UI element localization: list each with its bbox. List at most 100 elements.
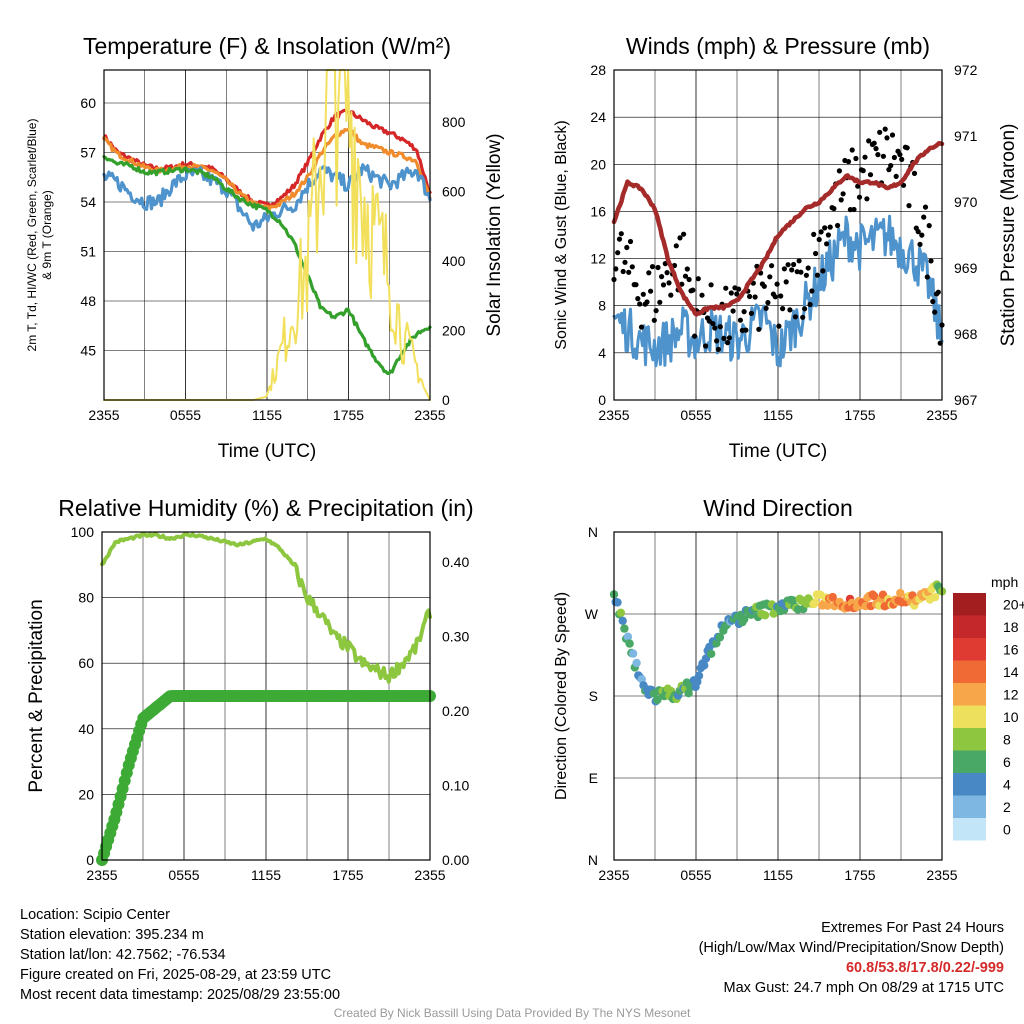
gust-point: [820, 268, 826, 274]
gust-point: [772, 294, 778, 300]
gust-point: [649, 264, 656, 270]
gust-point: [928, 258, 934, 264]
x-tick-label: 0555: [170, 407, 201, 423]
colorbar-swatch: [953, 638, 986, 661]
gust-point: [690, 287, 696, 293]
gust-point: [763, 305, 769, 311]
x-tick-label: 0555: [680, 407, 711, 423]
x-tick-label: 0555: [680, 867, 711, 883]
gust-point: [792, 314, 799, 320]
colorbar-swatch: [953, 593, 986, 616]
y2-tick-label: 967: [954, 392, 978, 408]
x-tick-label: 1755: [844, 867, 875, 883]
y-axis-label: Percent & Precipitation: [26, 599, 47, 792]
y-tick-label: 0: [598, 392, 606, 408]
direction-point: [823, 601, 832, 610]
gust-point: [935, 289, 941, 295]
direction-point: [618, 616, 627, 625]
gust-point: [668, 292, 674, 298]
gust-point: [780, 306, 786, 312]
y-tick-label: N: [588, 852, 598, 868]
direction-point: [616, 608, 626, 617]
y2-axis-label: Solar Insolation (Yellow): [484, 133, 505, 336]
gust-point: [673, 243, 679, 249]
x-axis-label: Time (UTC): [729, 441, 828, 462]
direction-point: [828, 592, 837, 602]
colorbar-swatch: [953, 773, 986, 796]
gust-point: [811, 231, 817, 237]
direction-point: [628, 649, 638, 658]
gust-point: [911, 170, 918, 176]
y-axis-label: & 9m T (Orange): [40, 190, 54, 280]
extremes-subtitle: (High/Low/Max Wind/Precipitation/Snow De…: [698, 940, 1004, 956]
x-tick-label: 0555: [168, 867, 199, 883]
latlon-text: Station lat/lon: 42.7562; -76.534: [20, 947, 226, 963]
gust-point: [899, 156, 905, 162]
gust-point: [638, 324, 645, 330]
y2-axis-label: Station Pressure (Maroon): [998, 124, 1019, 347]
colorbar-label: 4: [1003, 776, 1011, 792]
gust-point: [666, 280, 672, 286]
gust-point: [660, 282, 667, 288]
y2-tick-label: 0.00: [442, 852, 469, 868]
y-tick-label: 60: [80, 95, 96, 111]
x-tick-label: 2355: [414, 867, 445, 883]
y2-tick-label: 200: [442, 323, 466, 339]
gust-point: [774, 281, 780, 287]
y-tick-label: 54: [80, 194, 96, 210]
gust-point: [921, 214, 927, 220]
gust-point: [871, 140, 877, 146]
y2-tick-label: 0.30: [442, 628, 469, 644]
x-tick-label: 1155: [252, 407, 282, 423]
gust-point: [930, 298, 936, 305]
gust-point: [888, 163, 894, 169]
gust-point: [653, 308, 659, 314]
colorbar-label: 6: [1003, 754, 1011, 770]
gust-point: [646, 270, 652, 276]
y2-tick-label: 400: [442, 253, 466, 269]
gust-point: [699, 292, 705, 298]
y-tick-label: 12: [590, 251, 606, 267]
gust-point: [756, 326, 762, 332]
gust-point: [856, 194, 863, 200]
gust-point: [765, 300, 771, 306]
gust-point: [809, 288, 815, 294]
gust-point: [620, 268, 626, 275]
series-line: [102, 155, 432, 376]
y-tick-label: W: [585, 606, 599, 622]
gust-point: [633, 282, 639, 288]
x-tick-label: 1155: [763, 867, 793, 883]
gust-point: [723, 285, 729, 291]
y-axis-label: 2m T, Td, HI/WC (Red, Green, Scarlet/Blu…: [25, 119, 39, 352]
x-tick-label: 2355: [88, 407, 119, 423]
direction-point: [632, 658, 641, 668]
wind-speed-line: [612, 214, 944, 368]
gust-point: [891, 154, 898, 161]
y-tick-label: 16: [590, 203, 606, 219]
gust-point: [789, 267, 795, 273]
colorbar-swatch: [953, 615, 986, 638]
gust-point: [635, 296, 641, 302]
elevation-text: Station elevation: 395.234 m: [20, 927, 204, 943]
y-axis-label: Direction (Colored By Speed): [553, 592, 570, 800]
gust-point: [725, 340, 731, 346]
y2-tick-label: 800: [442, 114, 466, 130]
extremes-values: 60.8/53.8/17.8/0.22/-999: [845, 960, 1004, 976]
location-text: Location: Scipio Center: [20, 907, 170, 923]
gust-point: [776, 323, 782, 329]
gust-point: [791, 261, 797, 268]
gust-point: [882, 126, 888, 132]
gust-point: [651, 317, 657, 323]
gust-point: [769, 263, 775, 269]
gust-point: [807, 301, 813, 308]
plot-frame: [101, 531, 431, 861]
gust-point: [886, 167, 892, 173]
colorbar-swatch: [953, 818, 986, 841]
gust-point: [752, 294, 758, 300]
gust-point: [924, 274, 930, 280]
gust-point: [684, 266, 690, 272]
chart-title: Wind Direction: [703, 495, 853, 521]
gust-point: [637, 301, 643, 307]
